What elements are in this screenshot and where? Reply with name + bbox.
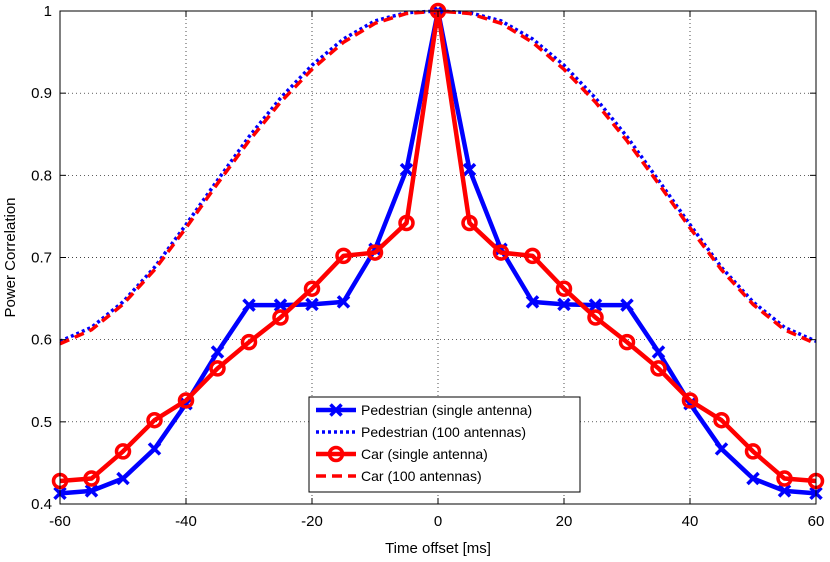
x-marker: [273, 298, 288, 312]
x-tick-label: -40: [175, 513, 197, 530]
x-marker: [84, 484, 99, 498]
legend-entry: Car (single antenna): [316, 445, 488, 463]
legend-entry: Pedestrian (100 antennas): [316, 424, 526, 440]
circle-marker: [114, 443, 132, 460]
circle-marker: [398, 214, 415, 232]
legend-label: Car (single antenna): [361, 446, 488, 462]
x-marker: [147, 442, 162, 456]
x-marker: [242, 298, 256, 312]
x-marker: [777, 484, 792, 498]
x-tick-label: 40: [682, 513, 699, 530]
y-tick-label: 0.7: [31, 250, 52, 267]
x-marker: [305, 297, 319, 312]
legend-label: Pedestrian (single antenna): [361, 402, 532, 418]
circle-marker: [366, 244, 384, 261]
x-tick-label: 0: [434, 513, 442, 530]
y-tick-label: 0.8: [31, 167, 52, 184]
axis-ticks: -60 -40 -20 0 20 40 60 0.4 0.5 0.6 0.7 0.8 0.9 1: [31, 3, 824, 530]
circle-marker: [303, 280, 321, 297]
circle-marker: [744, 443, 762, 460]
x-marker: [714, 442, 729, 456]
x-marker: [336, 295, 351, 309]
circle-marker: [272, 309, 289, 326]
x-marker: [462, 162, 477, 177]
legend-entry: Pedestrian (single antenna): [316, 402, 532, 418]
x-marker: [116, 471, 130, 486]
circle-marker: [461, 214, 478, 232]
series-1: [59, 9, 817, 343]
x-marker: [329, 403, 343, 417]
y-tick-label: 0.9: [31, 85, 52, 102]
y-tick-label: 0.5: [31, 414, 52, 431]
x-tick-label: -60: [49, 513, 71, 530]
y-tick-label: 0.4: [31, 496, 52, 513]
circle-marker: [587, 309, 604, 326]
circle-marker: [209, 360, 226, 377]
x-marker: [588, 298, 603, 312]
y-tick-label: 1: [44, 3, 52, 20]
circle-marker: [618, 333, 636, 351]
x-marker: [525, 295, 540, 309]
circle-marker: [713, 411, 730, 429]
circle-marker: [650, 360, 667, 377]
legend-label: Car (100 antennas): [361, 468, 482, 484]
x-marker: [651, 345, 666, 359]
x-marker: [746, 471, 760, 486]
circle-marker: [240, 333, 258, 351]
circle-marker: [83, 470, 100, 487]
circle-marker: [492, 244, 510, 261]
circle-marker: [681, 392, 699, 409]
x-tick-label: 60: [808, 513, 825, 530]
legend-label: Pedestrian (100 antennas): [361, 424, 526, 440]
circle-marker: [335, 247, 352, 265]
series-3: [59, 9, 817, 346]
x-marker: [210, 345, 225, 359]
y-axis-label: Power Correlation: [2, 197, 19, 317]
x-marker: [399, 162, 414, 177]
circle-marker: [524, 247, 541, 265]
circle-marker: [776, 470, 793, 487]
circle-marker: [146, 411, 163, 429]
legend-entry: Car (100 antennas): [316, 468, 482, 484]
x-marker: [620, 298, 634, 312]
x-marker: [557, 297, 571, 312]
x-tick-label: 20: [556, 513, 573, 530]
circle-marker: [555, 280, 573, 297]
x-axis-label: Time offset [ms]: [385, 540, 491, 557]
series-line: [59, 9, 817, 343]
circle-marker: [327, 445, 345, 463]
y-tick-label: 0.6: [31, 332, 52, 349]
legend: Pedestrian (single antenna) Pedestrian (1…: [308, 396, 581, 493]
series-line: [59, 9, 817, 346]
x-tick-label: -20: [301, 513, 323, 530]
circle-marker: [177, 392, 195, 409]
